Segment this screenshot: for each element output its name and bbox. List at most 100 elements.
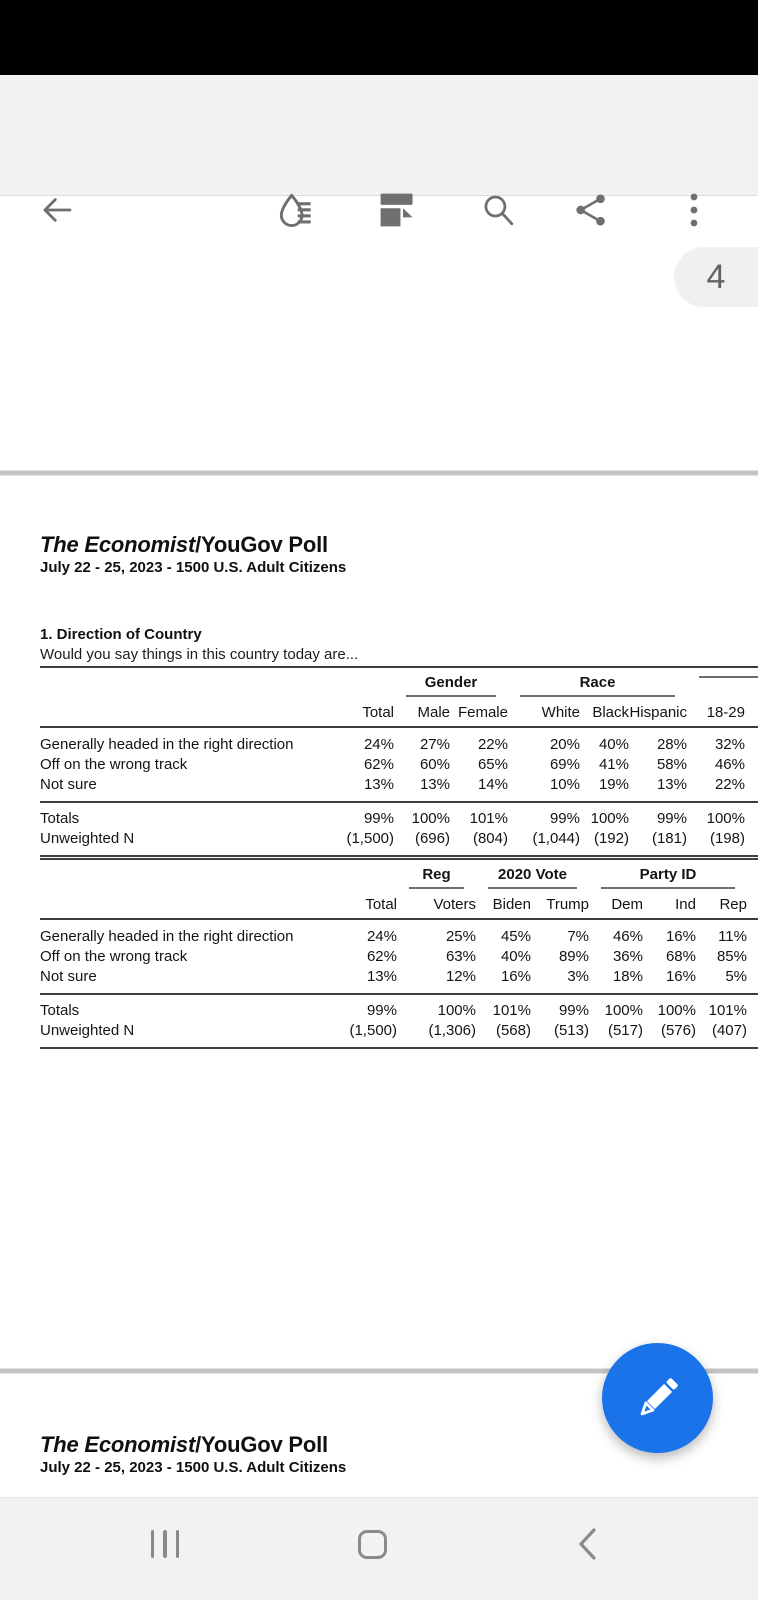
table-cell: (804) — [450, 829, 508, 857]
table-cell: 13% — [363, 776, 394, 793]
table-cell: 99% — [629, 801, 687, 829]
title-rest-part: /YouGov Poll — [195, 532, 328, 557]
column-header: Trump — [531, 889, 589, 920]
table-cell — [745, 728, 758, 755]
table-cell: 18% — [612, 968, 643, 985]
column-header — [745, 697, 758, 728]
table-cell: 60% — [419, 756, 450, 773]
table-cell — [745, 755, 758, 775]
share-icon — [576, 194, 605, 226]
table-cell — [747, 1021, 758, 1049]
table-cell: 63% — [445, 948, 476, 965]
column-header: Biden — [476, 889, 531, 920]
ink-drop-icon — [279, 193, 311, 227]
overflow-menu-button[interactable] — [684, 191, 704, 229]
table-cell: (407) — [696, 1021, 747, 1049]
row-label: Generally headed in the right direction — [40, 736, 294, 753]
table-cell — [745, 801, 758, 829]
table-cell: (576) — [643, 1021, 696, 1049]
column-header — [40, 697, 332, 728]
row-label: Generally headed in the right direction — [40, 928, 294, 945]
table-cell: 24% — [366, 928, 397, 945]
table-cell: 99% — [332, 801, 394, 829]
recents-button[interactable] — [143, 1522, 187, 1566]
table-cell: (568) — [476, 1021, 531, 1049]
search-button[interactable] — [479, 191, 517, 229]
column-group: 2020 Vote — [476, 860, 589, 889]
row-label: Off on the wrong track — [40, 948, 188, 965]
table-cell: 10% — [549, 776, 580, 793]
column-group-label: Reg — [422, 866, 451, 883]
table-cell: 13% — [656, 776, 687, 793]
table-cell — [747, 920, 758, 947]
table-cell: (192) — [580, 829, 629, 857]
ink-annotate-button[interactable] — [277, 191, 315, 229]
table-cell: 16% — [665, 968, 696, 985]
table-cell: (517) — [589, 1021, 643, 1049]
table-cell: 101% — [476, 993, 531, 1021]
table-cell: 100% — [580, 801, 629, 829]
column-header — [747, 889, 758, 920]
table-cell: 62% — [366, 948, 397, 965]
column-group-label: Party ID — [639, 866, 697, 883]
document-subtitle: July 22 - 25, 2023 - 1500 U.S. Adult Cit… — [40, 1459, 347, 1476]
nav-back-button[interactable] — [566, 1522, 610, 1566]
recents-icon — [150, 1530, 180, 1558]
table-cell: 16% — [500, 968, 531, 985]
table-cell: (1,306) — [397, 1021, 476, 1049]
column-group: Party ID — [589, 860, 747, 889]
table-cell: 32% — [714, 736, 745, 753]
document-title: The Economist/YouGov Poll — [40, 532, 328, 558]
column-group: Gender — [394, 668, 508, 697]
table-cell: 69% — [549, 756, 580, 773]
row-label: Totals — [40, 993, 332, 1021]
table-cell: 100% — [687, 801, 745, 829]
question-text: Would you say things in this country tod… — [40, 646, 359, 663]
row-label: Unweighted N — [40, 829, 332, 857]
table-cell: 7% — [567, 928, 589, 945]
table-cell: 89% — [558, 948, 589, 965]
title-italic-part: The Economist — [40, 1432, 196, 1457]
table-cell: 27% — [419, 736, 450, 753]
page-layout-button[interactable] — [378, 191, 416, 229]
table-cell: 101% — [696, 993, 747, 1021]
table-cell: 41% — [598, 756, 629, 773]
table-cell: 20% — [549, 736, 580, 753]
table-cell: 24% — [363, 736, 394, 753]
edit-fab-button[interactable] — [602, 1343, 713, 1453]
pencil-icon — [640, 1378, 678, 1416]
table-cell: 22% — [477, 736, 508, 753]
column-header: Male — [394, 697, 450, 728]
table-cell: 99% — [332, 993, 397, 1021]
column-header: Hispanic — [629, 697, 687, 728]
back-chevron-icon — [579, 1528, 596, 1560]
table-cell: 99% — [531, 993, 589, 1021]
column-header: Total — [332, 889, 397, 920]
column-group — [40, 860, 397, 889]
table-cell: 100% — [589, 993, 643, 1021]
question-title: 1. Direction of Country — [40, 626, 202, 643]
table-cell — [747, 967, 758, 993]
table-cell: 14% — [477, 776, 508, 793]
title-italic-part: The Economist — [40, 532, 196, 557]
document-title: The Economist/YouGov Poll — [40, 1432, 328, 1458]
table-cell: 11% — [718, 928, 747, 945]
share-button[interactable] — [572, 191, 610, 229]
status-bar — [0, 0, 758, 75]
column-group: Reg — [397, 860, 476, 889]
back-button[interactable] — [38, 191, 76, 229]
page-layout-icon — [380, 193, 413, 227]
home-button[interactable] — [350, 1522, 394, 1566]
table-cell: (1,500) — [332, 829, 394, 857]
row-label: Totals — [40, 801, 332, 829]
table-cell: 5% — [725, 968, 747, 985]
table-cell: 16% — [665, 928, 696, 945]
table-cell: 45% — [500, 928, 531, 945]
table-cell: 22% — [714, 776, 745, 793]
table-cell: 46% — [612, 928, 643, 945]
table-cell: 99% — [508, 801, 580, 829]
title-rest-part: /YouGov Poll — [195, 1432, 328, 1457]
table-cell — [747, 947, 758, 967]
table-cell: 58% — [656, 756, 687, 773]
